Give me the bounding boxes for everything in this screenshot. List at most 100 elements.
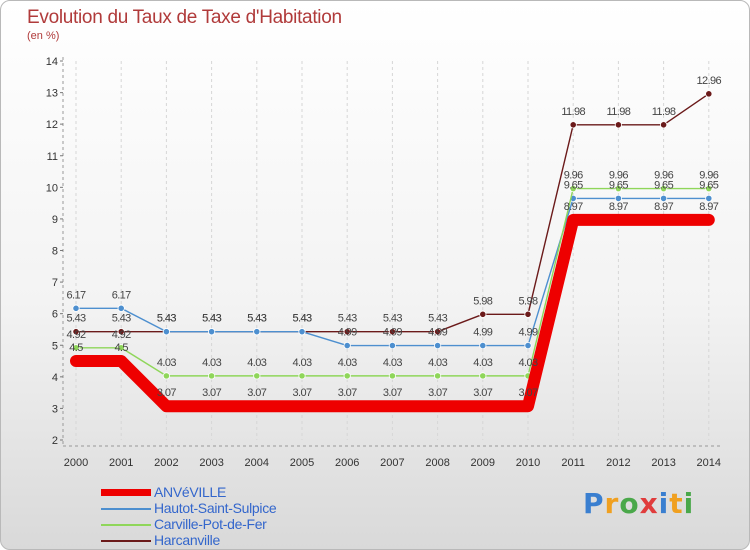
data-label-carville-pot-de-fer-2008: 4.03 bbox=[428, 357, 447, 369]
data-label-hautot-saint-sulpice-2007: 4.99 bbox=[383, 327, 402, 339]
y-tick-label-3: 3 bbox=[52, 403, 58, 415]
point-carville-pot-de-fer-2012 bbox=[614, 184, 623, 193]
point-hautot-saint-sulpice-2014 bbox=[705, 194, 713, 202]
data-label-anv-ville-2012: 8.97 bbox=[609, 201, 628, 213]
data-label-hautot-saint-sulpice-2012: 9.65 bbox=[609, 179, 628, 191]
data-label-carville-pot-de-fer-2005: 4.03 bbox=[292, 357, 311, 369]
data-label-carville-pot-de-fer-2000: 4.92 bbox=[66, 329, 85, 341]
y-tick-label-7: 7 bbox=[52, 277, 58, 289]
data-label-hautot-saint-sulpice-2011: 9.65 bbox=[564, 179, 583, 191]
logo-letter: t bbox=[669, 487, 684, 520]
data-label-anv-ville-2002: 3.07 bbox=[157, 387, 176, 399]
point-carville-pot-de-fer-2003 bbox=[208, 372, 216, 380]
data-label-anv-ville-2006: 3.07 bbox=[338, 387, 357, 399]
data-label-anv-ville-2008: 3.07 bbox=[428, 387, 447, 399]
data-label-carville-pot-de-fer-2011: 9.96 bbox=[564, 170, 583, 182]
point-hautot-saint-sulpice-2005 bbox=[298, 328, 306, 336]
data-label-harcanville-2008: 5.43 bbox=[428, 313, 447, 325]
data-label-harcanville-2009: 5.98 bbox=[473, 295, 492, 307]
point-hautot-saint-sulpice-2001 bbox=[117, 304, 125, 312]
data-label-harcanville-2000: 5.43 bbox=[66, 313, 85, 325]
point-hautot-saint-sulpice-2000 bbox=[72, 304, 80, 312]
y-tick-label-6: 6 bbox=[52, 309, 58, 321]
data-label-hautot-saint-sulpice-2006: 4.99 bbox=[338, 327, 357, 339]
data-label-hautot-saint-sulpice-2010: 4.99 bbox=[518, 327, 537, 339]
legend-label-carville: Carville-Pot-de-Fer bbox=[154, 516, 267, 532]
point-carville-pot-de-fer-2008 bbox=[433, 372, 442, 380]
data-label-hautot-saint-sulpice-2002: 5.43 bbox=[157, 313, 176, 325]
data-label-carville-pot-de-fer-2014: 9.96 bbox=[699, 170, 718, 182]
x-tick-label-2007: 2007 bbox=[380, 457, 404, 469]
y-tick-label-4: 4 bbox=[52, 372, 58, 384]
x-tick-label-2002: 2002 bbox=[154, 457, 178, 469]
data-label-hautot-saint-sulpice-2003: 5.43 bbox=[202, 313, 221, 325]
legend-swatch-harcanville bbox=[101, 540, 151, 542]
point-carville-pot-de-fer-2000 bbox=[72, 344, 80, 352]
y-tick-label-10: 10 bbox=[46, 182, 58, 194]
point-harcanville-2012 bbox=[614, 121, 623, 129]
data-label-carville-pot-de-fer-2009: 4.03 bbox=[473, 357, 492, 369]
data-label-carville-pot-de-fer-2003: 4.03 bbox=[202, 357, 221, 369]
data-label-carville-pot-de-fer-2001: 4.92 bbox=[112, 329, 131, 341]
data-label-hautot-saint-sulpice-2001: 6.17 bbox=[112, 289, 131, 301]
data-label-carville-pot-de-fer-2006: 4.03 bbox=[338, 357, 357, 369]
data-label-harcanville-2013: 11.98 bbox=[652, 106, 676, 118]
data-label-hautot-saint-sulpice-2008: 4.99 bbox=[428, 327, 447, 339]
point-hautot-saint-sulpice-2003 bbox=[208, 328, 216, 336]
data-label-harcanville-2001: 5.43 bbox=[112, 313, 131, 325]
data-label-harcanville-2005: 5.43 bbox=[292, 313, 311, 325]
point-hautot-saint-sulpice-2006 bbox=[343, 341, 351, 350]
point-harcanville-2009 bbox=[479, 310, 487, 318]
point-harcanville-2011 bbox=[569, 121, 577, 129]
data-label-carville-pot-de-fer-2002: 4.03 bbox=[157, 357, 176, 369]
data-label-carville-pot-de-fer-2010: 4.03 bbox=[518, 357, 537, 369]
series-line-anv-ville bbox=[70, 213, 715, 413]
y-tick-label-13: 13 bbox=[46, 88, 58, 100]
point-harcanville-2013 bbox=[659, 121, 668, 129]
data-label-anv-ville-2014: 8.97 bbox=[699, 201, 718, 213]
logo-letter: o bbox=[619, 487, 640, 520]
x-tick-label-2010: 2010 bbox=[516, 457, 540, 469]
chart-subtitle: (en %) bbox=[27, 30, 60, 42]
data-label-anv-ville-2011: 8.97 bbox=[564, 201, 583, 213]
legend-swatch-anveville bbox=[101, 489, 151, 496]
x-tick-label-2009: 2009 bbox=[471, 457, 495, 469]
data-label-anv-ville-2005: 3.07 bbox=[292, 387, 311, 399]
x-tick-label-2012: 2012 bbox=[606, 457, 630, 469]
legend-swatch-hautot bbox=[101, 508, 151, 510]
point-hautot-saint-sulpice-2013 bbox=[659, 194, 668, 202]
point-harcanville-2001 bbox=[117, 328, 125, 336]
y-tick-label-11: 11 bbox=[47, 151, 58, 163]
data-label-hautot-saint-sulpice-2000: 6.17 bbox=[66, 289, 85, 301]
data-label-harcanville-2011: 11.98 bbox=[561, 106, 585, 118]
x-tick-label-2000: 2000 bbox=[64, 457, 88, 469]
logo-letter: x bbox=[639, 487, 659, 520]
x-tick-label-2006: 2006 bbox=[335, 457, 359, 469]
data-label-anv-ville-2000: 4.5 bbox=[69, 342, 83, 354]
data-label-carville-pot-de-fer-2007: 4.03 bbox=[383, 357, 402, 369]
data-label-harcanville-2010: 5.98 bbox=[518, 295, 537, 307]
legend-label-hautot: Hautot-Saint-Sulpice bbox=[154, 500, 277, 516]
data-label-harcanville-2012: 11.98 bbox=[607, 106, 631, 118]
data-label-anv-ville-2004: 3.07 bbox=[247, 387, 266, 399]
y-tick-label-2: 2 bbox=[52, 435, 58, 447]
data-label-carville-pot-de-fer-2013: 9.96 bbox=[654, 170, 673, 182]
x-tick-label-2004: 2004 bbox=[245, 457, 269, 469]
logo-letter: i bbox=[658, 487, 670, 520]
x-tick-label-2001: 2001 bbox=[109, 457, 133, 469]
data-label-anv-ville-2009: 3.07 bbox=[473, 387, 492, 399]
point-carville-pot-de-fer-2005 bbox=[298, 372, 306, 380]
point-carville-pot-de-fer-2002 bbox=[162, 372, 170, 380]
point-carville-pot-de-fer-2009 bbox=[479, 372, 487, 380]
point-hautot-saint-sulpice-2004 bbox=[253, 328, 261, 336]
point-carville-pot-de-fer-2004 bbox=[253, 372, 261, 380]
x-tick-label-2011: 2011 bbox=[561, 457, 585, 469]
point-hautot-saint-sulpice-2009 bbox=[479, 341, 487, 350]
data-label-anv-ville-2013: 8.97 bbox=[654, 201, 673, 213]
point-harcanville-2000 bbox=[72, 328, 80, 336]
point-carville-pot-de-fer-2001 bbox=[117, 344, 125, 352]
x-tick-label-2013: 2013 bbox=[651, 457, 675, 469]
data-label-carville-pot-de-fer-2004: 4.03 bbox=[247, 357, 266, 369]
